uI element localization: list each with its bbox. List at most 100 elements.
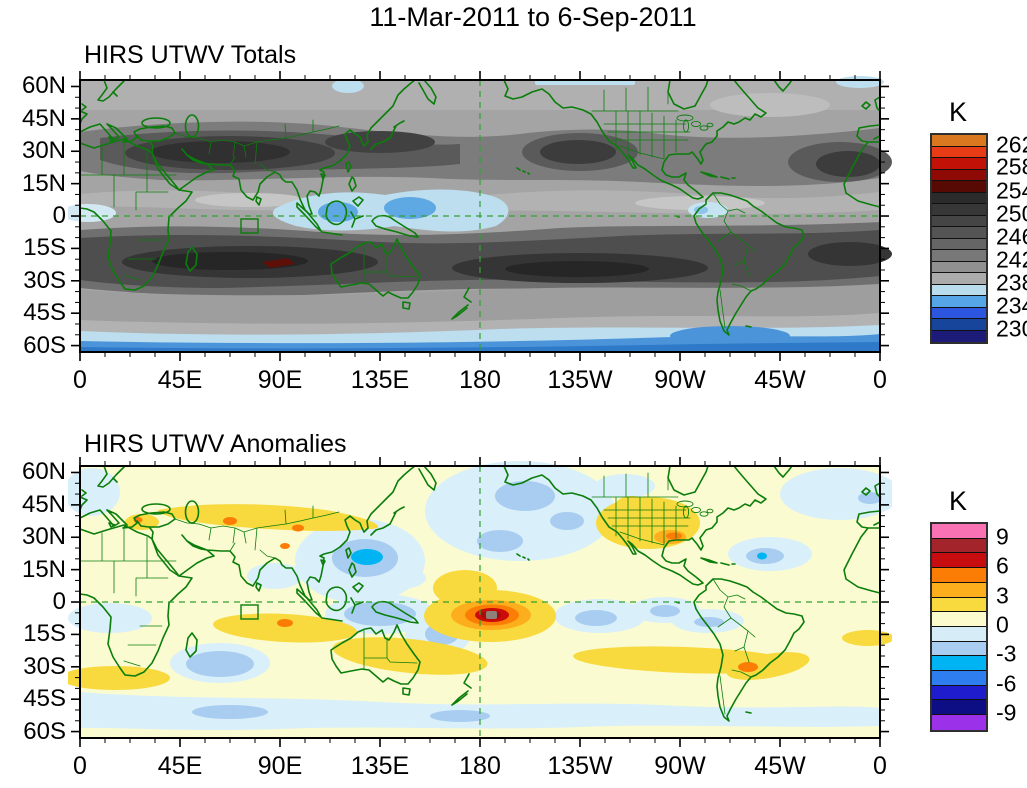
totals-y-axis: 60N 45N 30N 15N 0 15S 30S 45S 60S: [0, 72, 66, 358]
anomalies-colorbar-title: K: [948, 486, 967, 516]
y-tick-label: 15N: [21, 555, 66, 583]
x-tick-label: 45W: [754, 366, 806, 394]
colorbar-cell: [932, 215, 986, 227]
y-tick-label: 30N: [21, 523, 66, 551]
colorbar-cell: [932, 181, 986, 193]
x-tick-label: 0: [873, 366, 887, 394]
colorbar-cell: [932, 641, 986, 657]
colorbar-tick-label: 0: [996, 611, 1009, 638]
colorbar-cell: [932, 656, 986, 672]
colorbar-tick-label: -3: [996, 640, 1017, 667]
colorbar-tick-label: 6: [996, 552, 1009, 579]
y-tick-label: 45S: [23, 685, 66, 713]
colorbar-tick-label: 254: [996, 177, 1027, 203]
map-frame: [79, 79, 881, 353]
colorbar-cell: [932, 330, 986, 342]
x-tick-label: 90W: [654, 366, 706, 394]
anomalies-contour-field: [68, 461, 892, 738]
anomalies-x-axis: 0 45E 90E 135E 180 135W 90W 45W 0: [73, 752, 887, 782]
colorbar-cell: [932, 612, 986, 627]
anomalies-map-canvas: [68, 457, 892, 747]
y-tick-label: 60S: [23, 717, 66, 745]
colorbar-cell: [932, 524, 986, 539]
colorbar-cell: [932, 169, 986, 181]
totals-colorbar-cells: [930, 133, 988, 344]
colorbar-tick-label: -9: [996, 699, 1017, 726]
colorbar-cell: [932, 538, 986, 554]
y-tick-label: 60N: [21, 458, 66, 486]
colorbar-cell: [932, 296, 986, 308]
equatorial-pacific-bullseye: [451, 600, 531, 630]
totals-colorbar-title: K: [948, 97, 967, 127]
y-tick-label: 45N: [21, 104, 66, 132]
anomalies-colorbar-labels: 9 6 3 0 -3 -6 -9: [996, 522, 1027, 728]
colorbar-cell: [932, 715, 986, 730]
panel-title-totals: HIRS UTWV Totals: [84, 41, 297, 69]
colorbar-tick-label: 262: [996, 131, 1027, 157]
colorbar-cell: [932, 671, 986, 686]
colorbar-tick-label: 9: [996, 523, 1009, 550]
y-tick-label: 60S: [23, 331, 66, 359]
colorbar-cell: [932, 319, 986, 331]
colorbar-tick-label: -6: [996, 670, 1017, 697]
panel-title-anomalies: HIRS UTWV Anomalies: [84, 430, 347, 458]
x-tick-label: 0: [73, 366, 87, 394]
anomalies-colorbar-cells: [930, 522, 988, 732]
totals-colorbar-labels: 262258254250246242238234230: [996, 131, 1027, 341]
x-tick-label: 45E: [157, 752, 203, 780]
colorbar-cell: [932, 685, 986, 701]
colorbar-cell: [932, 192, 986, 204]
colorbar-cell: [932, 626, 986, 642]
x-tick-label: 0: [73, 752, 87, 780]
y-tick-label: 30S: [23, 652, 66, 680]
x-tick-label: 0: [873, 752, 887, 780]
philippine-sea-cold-core: [351, 549, 383, 565]
colorbar-cell: [932, 250, 986, 262]
anomalies-colorbar: K 9 6 3 0 -3 -6 -9: [930, 486, 1027, 766]
colorbar-cell: [932, 261, 986, 273]
x-tick-label: 45E: [157, 366, 203, 394]
y-tick-label: 15S: [23, 234, 66, 262]
colorbar-tick-label: 250: [996, 200, 1027, 226]
colorbar-cell: [932, 146, 986, 158]
colorbar-tick-label: 234: [996, 292, 1027, 318]
x-tick-label: 135E: [350, 752, 410, 780]
colorbar-cell: [932, 568, 986, 583]
x-tick-label: 90E: [257, 366, 303, 394]
y-tick-label: 15N: [21, 169, 66, 197]
y-tick-label: 45N: [21, 490, 66, 518]
colorbar-cell: [932, 238, 986, 250]
colorbar-cell: [932, 135, 986, 147]
y-tick-label: 45S: [23, 299, 66, 327]
colorbar-cell: [932, 582, 986, 598]
x-tick-label: 180: [459, 752, 501, 780]
colorbar-tick-label: 258: [996, 153, 1027, 180]
colorbar-tick-label: 3: [996, 582, 1009, 609]
x-tick-label: 90W: [654, 752, 706, 780]
y-tick-label: 15S: [23, 620, 66, 648]
x-tick-label: 135W: [547, 752, 613, 780]
colorbar-tick-label: 242: [996, 246, 1027, 272]
colorbar-cell: [932, 597, 986, 613]
y-tick-label: 0: [52, 202, 66, 230]
colorbar-cell: [932, 227, 986, 239]
y-tick-label: 30S: [23, 266, 66, 294]
colorbar-tick-label: 230: [996, 315, 1027, 341]
colorbar-cell: [932, 204, 986, 216]
colorbar-cell: [932, 700, 986, 716]
colorbar-tick-label: 238: [996, 269, 1027, 295]
anomalies-y-axis: 60N 45N 30N 15N 0 15S 30S 45S 60S: [0, 458, 66, 744]
y-tick-label: 60N: [21, 72, 66, 100]
colorbar-cell: [932, 307, 986, 319]
y-tick-label: 0: [52, 588, 66, 616]
colorbar-cell: [932, 273, 986, 285]
x-tick-label: 90E: [257, 752, 303, 780]
colorbar-cell: [932, 158, 986, 170]
totals-colorbar: K 262258254250246242238234230: [930, 97, 1027, 377]
x-tick-label: 180: [459, 366, 501, 394]
x-tick-label: 135W: [547, 366, 613, 394]
y-tick-label: 30N: [21, 137, 66, 165]
figure-title: 11-Mar-2011 to 6-Sep-2011: [369, 2, 697, 32]
map-frame: [79, 465, 881, 739]
colorbar-cell: [932, 284, 986, 296]
